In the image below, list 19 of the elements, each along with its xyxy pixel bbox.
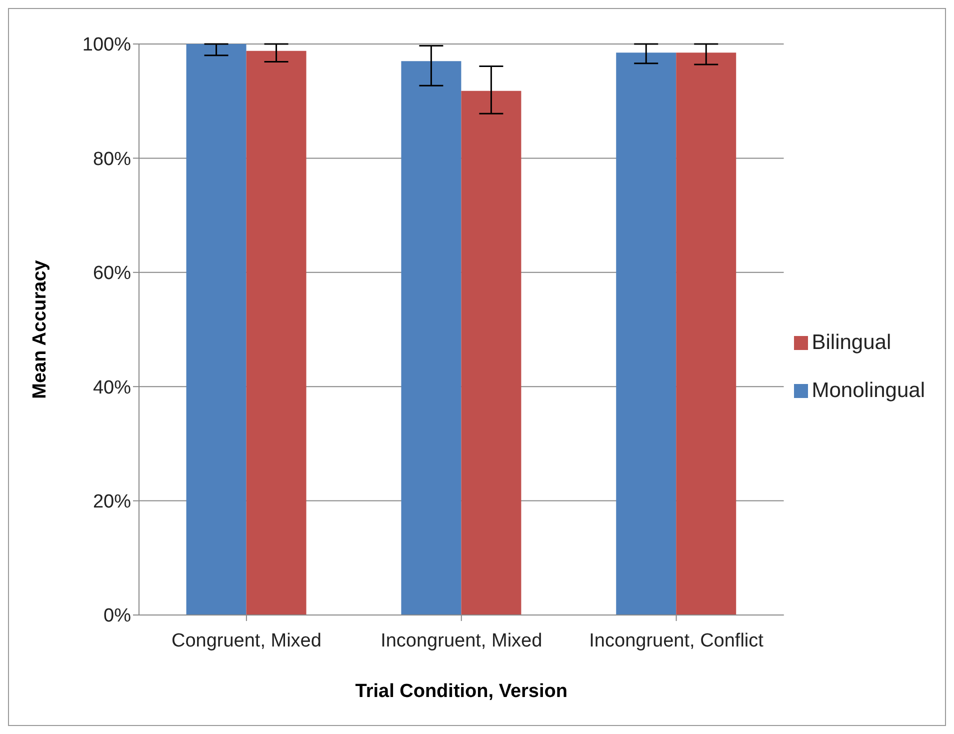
x-axis-title: Trial Condition, Version [355, 681, 568, 702]
legend-label: Bilingual [812, 331, 892, 354]
legend-label: Monolingual [812, 379, 925, 402]
bar [676, 52, 736, 615]
y-tick-label: 0% [104, 606, 132, 627]
bar [186, 44, 246, 615]
y-tick-label: 80% [92, 148, 132, 170]
x-tick-label: Incongruent, Mixed [380, 630, 542, 652]
bar [246, 50, 306, 615]
bar [616, 52, 676, 615]
y-axis-title: Mean Accuracy [30, 260, 51, 399]
y-tick-label: 40% [92, 377, 132, 398]
y-tick-label: 100% [82, 34, 132, 56]
y-tick-label: 60% [92, 263, 132, 284]
y-tick-label: 20% [92, 492, 132, 513]
bar [401, 61, 462, 615]
bar [461, 90, 522, 615]
x-tick-label: Incongruent, Conflict [589, 630, 764, 652]
x-tick-label: Congruent, Mixed [171, 630, 322, 652]
